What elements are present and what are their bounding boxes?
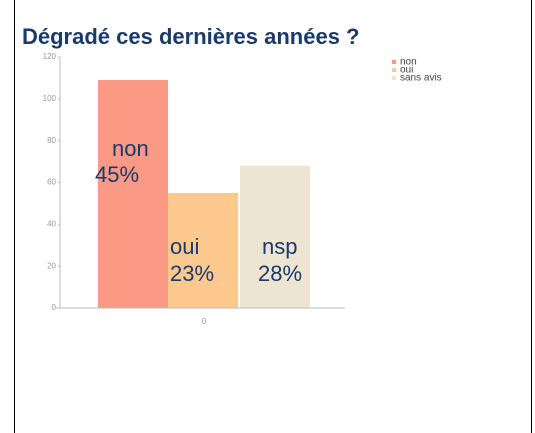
annotation: nsp bbox=[262, 234, 297, 259]
legend-swatch bbox=[392, 76, 396, 80]
annotation: oui bbox=[170, 234, 199, 259]
y-tick-label: 0 bbox=[52, 303, 57, 312]
bar bbox=[98, 80, 168, 308]
y-tick-label: 20 bbox=[47, 261, 56, 270]
legend-label: oui bbox=[400, 65, 413, 76]
y-tick-label: 100 bbox=[43, 94, 57, 103]
legend-swatch bbox=[392, 68, 396, 72]
frame bbox=[14, 0, 532, 433]
annotation: 23% bbox=[170, 261, 214, 286]
x-tick-label: 0 bbox=[202, 317, 207, 326]
y-tick-label: 80 bbox=[47, 136, 56, 145]
bar bbox=[240, 165, 310, 308]
y-tick-label: 40 bbox=[47, 219, 56, 228]
annotation: 28% bbox=[258, 261, 302, 286]
chart-title: Dégradé ces dernières années ? bbox=[22, 24, 360, 49]
annotation: 45% bbox=[95, 162, 139, 187]
legend-label: sans avis bbox=[400, 73, 442, 84]
y-tick-label: 120 bbox=[43, 52, 57, 61]
bar bbox=[168, 192, 238, 308]
annotation: non bbox=[112, 136, 149, 161]
legend-label: non bbox=[400, 57, 417, 68]
legend-swatch bbox=[392, 60, 396, 64]
y-tick-label: 60 bbox=[47, 178, 56, 187]
